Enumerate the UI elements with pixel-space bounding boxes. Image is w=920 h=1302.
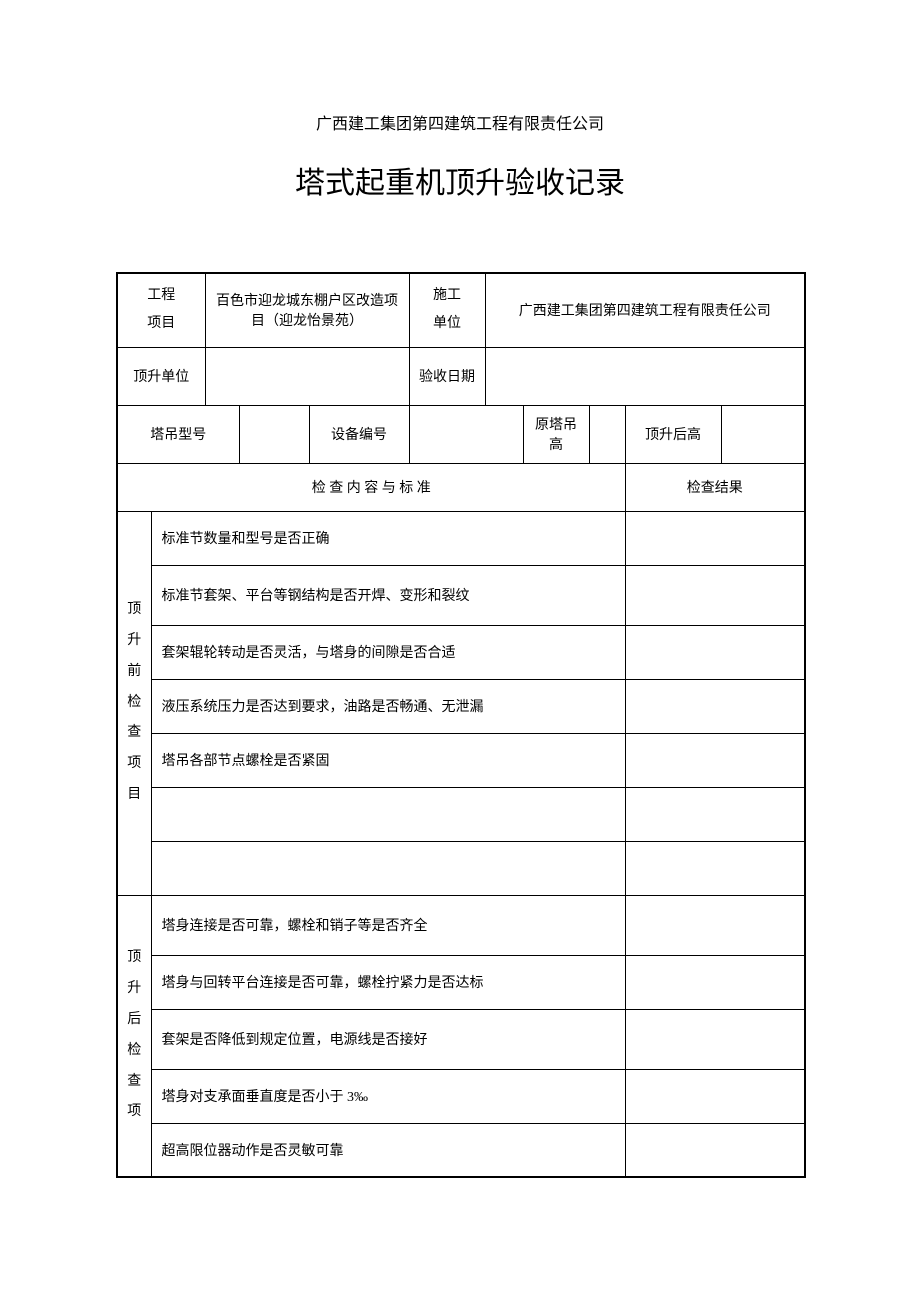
postcheck-result	[625, 1123, 805, 1177]
builder-label: 施工 单位	[409, 273, 485, 347]
postcheck-result	[625, 1069, 805, 1123]
project-label: 工程 项目	[117, 273, 205, 347]
postcheck-group-label: 顶升后检查项	[117, 895, 151, 1177]
company-header: 广西建工集团第四建筑工程有限责任公司	[116, 110, 804, 134]
project-value: 百色市迎龙城东棚户区改造项目（迎龙怡景苑）	[205, 273, 409, 347]
precheck-item	[151, 787, 625, 841]
precheck-item: 标准节数量和型号是否正确	[151, 511, 625, 565]
precheck-item	[151, 841, 625, 895]
crane-model-label: 塔吊型号	[117, 405, 239, 463]
after-height-label: 顶升后高	[625, 405, 721, 463]
precheck-item: 塔吊各部节点螺栓是否紧固	[151, 733, 625, 787]
postcheck-item: 超高限位器动作是否灵敏可靠	[151, 1123, 625, 1177]
precheck-result	[625, 679, 805, 733]
postcheck-item: 套架是否降低到规定位置，电源线是否接好	[151, 1009, 625, 1069]
orig-height-label: 原塔吊高	[523, 405, 589, 463]
accept-date-label: 验收日期	[409, 347, 485, 405]
after-height-value	[721, 405, 805, 463]
precheck-result	[625, 511, 805, 565]
lift-unit-value	[205, 347, 409, 405]
record-table: 工程 项目 百色市迎龙城东棚户区改造项目（迎龙怡景苑） 施工 单位 广西建工集团…	[116, 272, 806, 1178]
equip-no-value	[409, 405, 523, 463]
accept-date-value	[485, 347, 805, 405]
postcheck-item: 塔身与回转平台连接是否可靠，螺栓拧紧力是否达标	[151, 955, 625, 1009]
doc-title: 塔式起重机顶升验收记录	[116, 158, 804, 202]
precheck-result	[625, 787, 805, 841]
postcheck-item: 塔身连接是否可靠，螺栓和销子等是否齐全	[151, 895, 625, 955]
builder-value: 广西建工集团第四建筑工程有限责任公司	[485, 273, 805, 347]
precheck-item: 标准节套架、平台等钢结构是否开焊、变形和裂纹	[151, 565, 625, 625]
equip-no-label: 设备编号	[309, 405, 409, 463]
precheck-result	[625, 733, 805, 787]
crane-model-value	[239, 405, 309, 463]
orig-height-value	[589, 405, 625, 463]
section-content-header: 检 查 内 容 与 标 准	[117, 463, 625, 511]
precheck-group-label: 顶升前检查项目	[117, 511, 151, 895]
postcheck-result	[625, 895, 805, 955]
precheck-result	[625, 625, 805, 679]
lift-unit-label: 顶升单位	[117, 347, 205, 405]
section-result-header: 检查结果	[625, 463, 805, 511]
precheck-item: 液压系统压力是否达到要求，油路是否畅通、无泄漏	[151, 679, 625, 733]
precheck-item: 套架辊轮转动是否灵活，与塔身的间隙是否合适	[151, 625, 625, 679]
precheck-result	[625, 841, 805, 895]
postcheck-result	[625, 1009, 805, 1069]
precheck-result	[625, 565, 805, 625]
postcheck-result	[625, 955, 805, 1009]
postcheck-item: 塔身对支承面垂直度是否小于 3‰	[151, 1069, 625, 1123]
